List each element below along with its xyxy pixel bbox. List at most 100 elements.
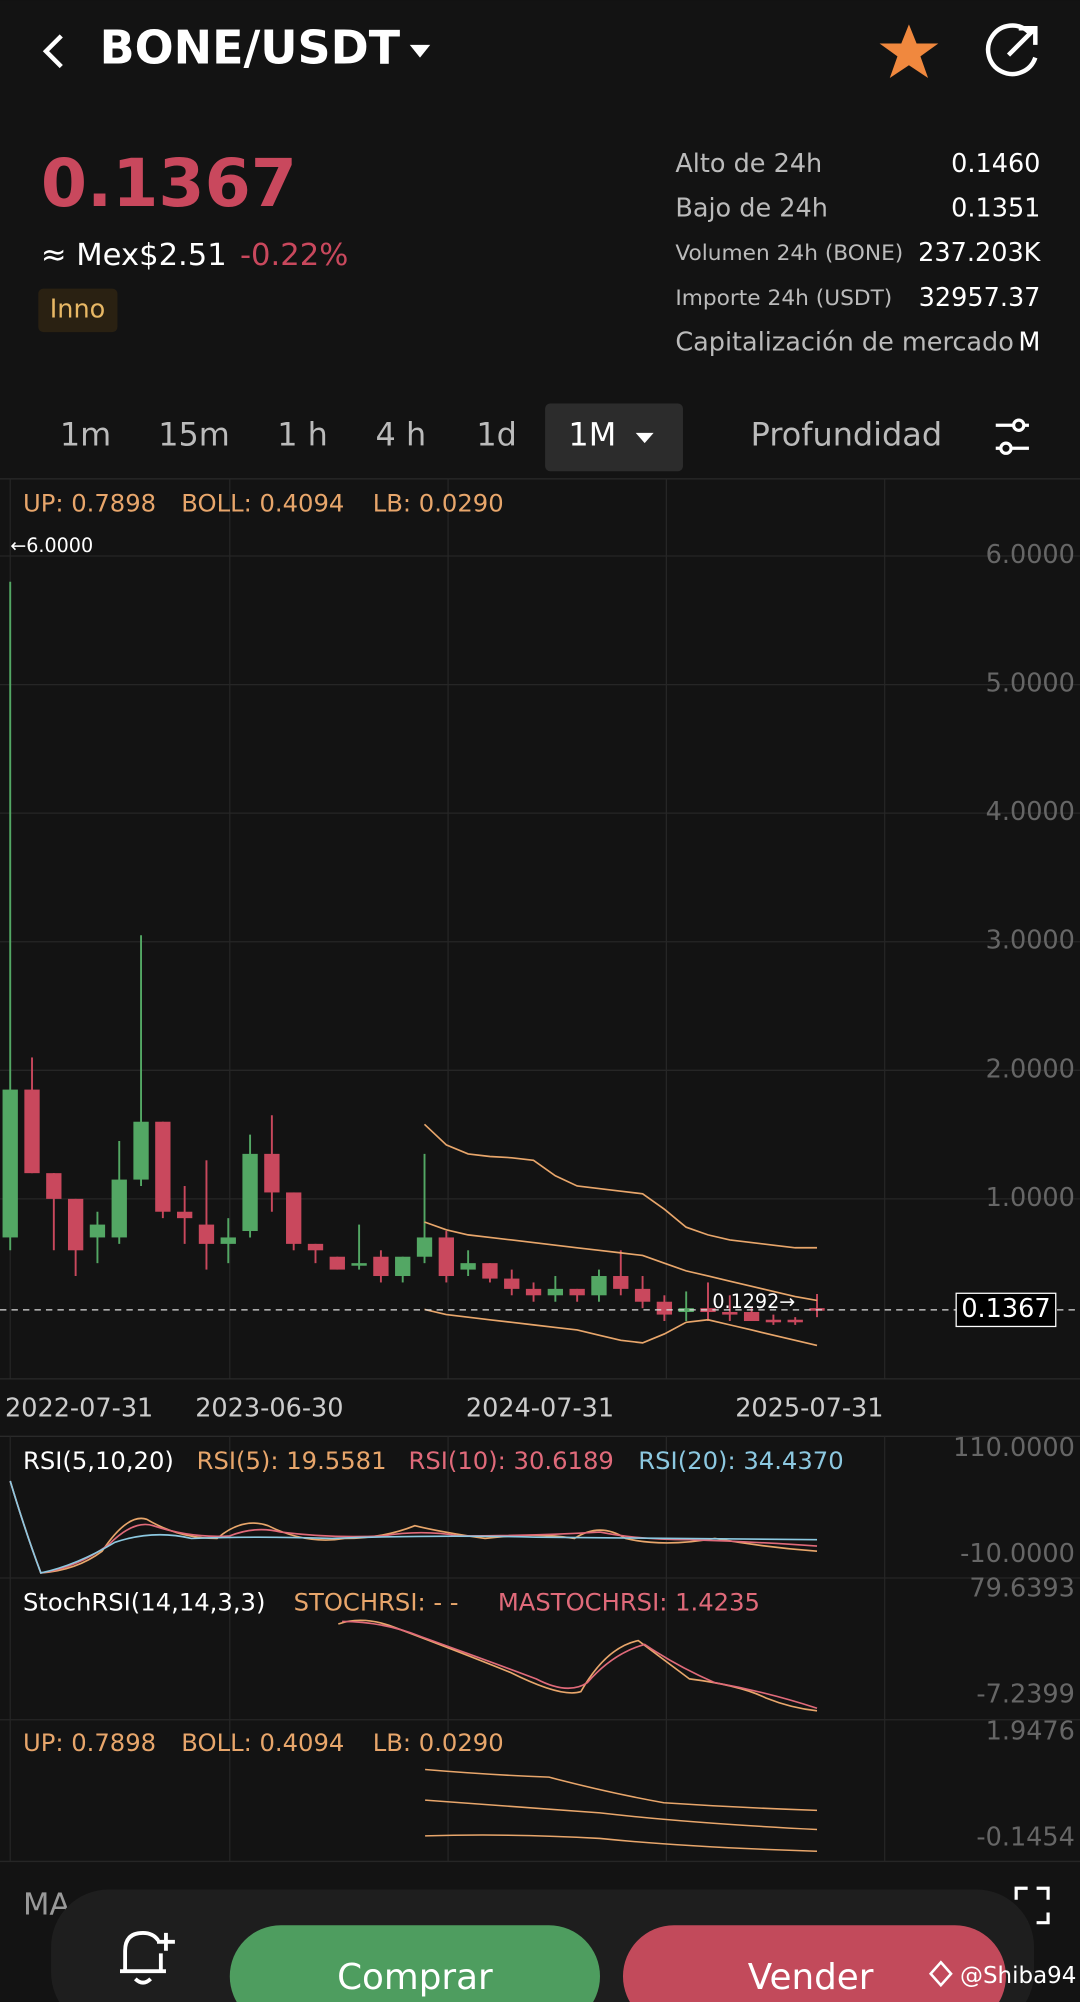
candle-body — [329, 1256, 345, 1270]
y-tick-label: 3.0000 — [986, 926, 1075, 956]
y-tick-label: 4.0000 — [986, 797, 1075, 827]
badge: Inno — [50, 294, 105, 324]
pair-dropdown[interactable] — [409, 44, 431, 58]
badge-bg — [38, 288, 118, 333]
candle-body — [46, 1173, 62, 1199]
stat-label: Bajo de 24h — [675, 194, 828, 224]
bollinger-band — [424, 1221, 818, 1302]
favorite-star[interactable] — [879, 24, 939, 79]
candle-body — [286, 1192, 302, 1244]
low-marker: 0.1292→ — [712, 1290, 795, 1313]
bollinger-band — [424, 1308, 818, 1347]
stat-label: Capitalización de mercado — [675, 328, 1014, 358]
watermark-icon — [928, 1960, 953, 1988]
sell-label[interactable]: Vender — [748, 1957, 874, 1998]
stat-value: M — [1018, 328, 1040, 358]
timeframe-tab[interactable]: 15m — [158, 416, 230, 454]
rsi-5: RSI(5): 19.5581 — [197, 1446, 387, 1475]
candle-body — [504, 1278, 520, 1289]
candle-body — [24, 1089, 40, 1174]
candle-body — [220, 1237, 236, 1244]
rsi-axis-top: 110.0000 — [953, 1433, 1075, 1463]
alert-button[interactable] — [120, 1930, 175, 1985]
candle-body — [155, 1121, 171, 1212]
rsi-20: RSI(20): 34.4370 — [638, 1446, 843, 1475]
last-price: 0.1367 — [41, 144, 297, 222]
depth-tab[interactable]: Profundidad — [751, 416, 942, 454]
candle-body — [569, 1288, 585, 1296]
watermark: @Shiba94 — [960, 1963, 1076, 1989]
fullscreen-icon[interactable] — [1014, 1886, 1050, 1925]
buy-label[interactable]: Comprar — [337, 1957, 493, 1998]
candle-body — [395, 1256, 411, 1277]
boll-indicator: LB: 0.0290 — [373, 488, 504, 517]
pair-title[interactable]: BONE/USDT — [100, 21, 401, 75]
candle-body — [2, 1089, 18, 1238]
candle-body — [656, 1301, 673, 1315]
boll-mid: BOLL: 0.4094 — [181, 1728, 344, 1757]
price-change: -0.22% — [240, 238, 348, 273]
candle-body — [591, 1276, 607, 1296]
candle-body — [678, 1308, 694, 1313]
boll-axis-bottom: -0.1454 — [976, 1822, 1075, 1852]
timeframe-tab[interactable]: 1d — [476, 416, 517, 454]
candle-body — [67, 1198, 84, 1251]
back-button[interactable] — [42, 34, 63, 69]
stat-label: Importe 24h (USDT) — [675, 286, 892, 311]
sell-button[interactable] — [622, 1925, 1006, 2002]
candle-body — [613, 1276, 629, 1289]
rsi-title: RSI(5,10,20) — [23, 1446, 174, 1475]
candle-body — [765, 1319, 782, 1323]
candle-body — [351, 1263, 367, 1266]
timeframe-tab[interactable]: 1M — [568, 416, 616, 454]
date-label: 2022-07-31 — [5, 1394, 153, 1424]
sub-grid — [0, 1436, 1080, 1863]
boll-up: UP: 0.7898 — [23, 1728, 156, 1757]
timeframe-tab[interactable]: 4 h — [376, 416, 427, 454]
candle-body — [438, 1237, 454, 1277]
candle-body — [525, 1288, 542, 1296]
settings-icon[interactable] — [995, 418, 1029, 455]
last-price-box — [955, 1292, 1057, 1328]
timeframe-tab[interactable]: 1 h — [277, 416, 328, 454]
rsi-lines — [9, 1480, 818, 1574]
y-tick-label: 6.0000 — [986, 540, 1075, 570]
candle-body — [176, 1211, 193, 1219]
tab-dropdown[interactable] — [635, 432, 654, 444]
candle-body — [133, 1121, 149, 1180]
boll-indicator: UP: 0.7898 — [23, 488, 156, 517]
fiat-price: ≈ Mex$2.51 — [41, 238, 227, 273]
candle-body — [743, 1312, 760, 1322]
y-tick-label: 1.0000 — [986, 1183, 1075, 1213]
last-price-label: 0.1367 — [961, 1294, 1050, 1324]
candle-body — [198, 1224, 215, 1244]
date-label: 2025-07-31 — [735, 1394, 883, 1424]
candle-body — [722, 1312, 738, 1315]
timeframe-tab[interactable]: 1m — [60, 416, 111, 454]
share-button[interactable] — [985, 23, 1038, 77]
candle-body — [634, 1288, 651, 1302]
stat-label: Volumen 24h (BONE) — [675, 241, 903, 266]
y-tick-label: 5.0000 — [986, 669, 1075, 699]
high-marker: ←6.0000 — [10, 534, 93, 557]
stat-value: 237.203K — [918, 238, 1042, 268]
candle-body — [700, 1308, 716, 1313]
candle-body — [787, 1319, 803, 1323]
stoch-axis-bottom: -7.2399 — [976, 1679, 1075, 1709]
stat-value: 0.1460 — [951, 149, 1040, 179]
rsi-10: RSI(10): 30.6189 — [409, 1446, 614, 1475]
date-label: 2024-07-31 — [466, 1394, 614, 1424]
stoch-lines — [338, 1619, 818, 1712]
active-tab-bg — [545, 403, 683, 472]
stat-value: 32957.37 — [919, 283, 1041, 313]
stat-value: 0.1351 — [951, 194, 1040, 224]
candle-body — [242, 1153, 258, 1232]
candle-body — [373, 1256, 389, 1277]
buy-button[interactable] — [229, 1925, 600, 2002]
y-tick-label: 2.0000 — [986, 1054, 1075, 1084]
candle-body — [89, 1224, 106, 1238]
date-label: 2023-06-30 — [195, 1394, 343, 1424]
stoch-title: StochRSI(14,14,3,3) — [23, 1588, 265, 1617]
